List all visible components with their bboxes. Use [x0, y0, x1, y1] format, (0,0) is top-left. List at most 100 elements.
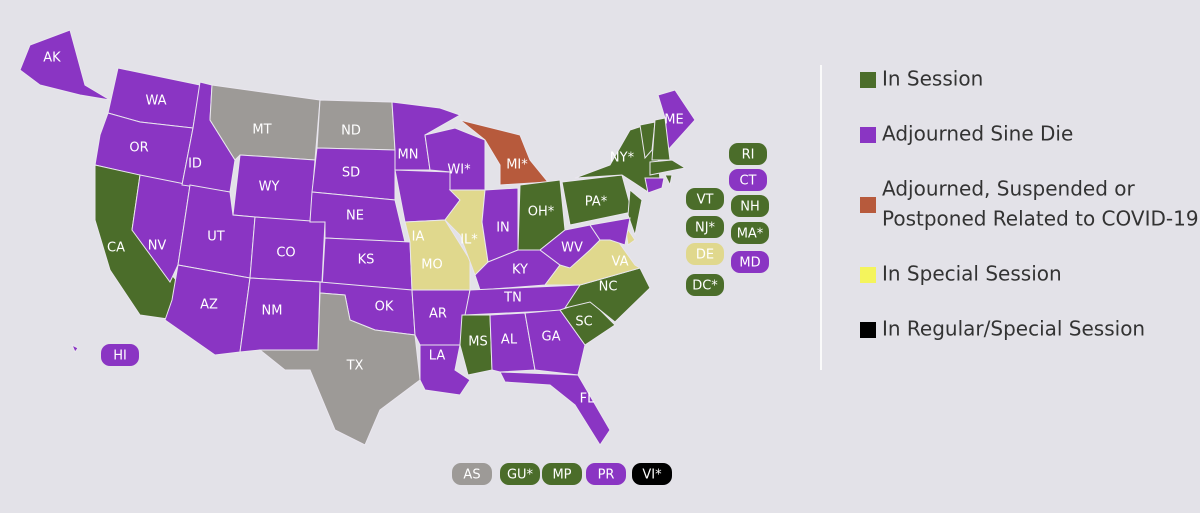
state-badge-label: MD — [739, 256, 760, 271]
state-shape — [19, 29, 111, 101]
state-shape — [649, 159, 687, 176]
state-badge-label: CT — [739, 174, 756, 189]
state-label: IA — [412, 230, 425, 245]
state-label: WA — [145, 94, 166, 109]
state-label: NV — [148, 239, 167, 254]
state-badge-label: NH — [740, 200, 760, 215]
state-label: WI* — [447, 163, 471, 178]
state-shape — [258, 292, 421, 446]
state-badge-bg — [101, 344, 139, 366]
state-label: NE — [346, 209, 364, 224]
state-shape — [644, 177, 665, 194]
state-label: KY — [512, 263, 528, 278]
state-label: SC — [575, 315, 592, 330]
legend-label: In Special Session — [882, 262, 1062, 286]
state-label: FL — [580, 392, 595, 407]
state-label: TX — [346, 359, 364, 374]
state-badge-bg — [731, 251, 769, 273]
state-shape — [459, 314, 493, 376]
legend-swatch — [860, 322, 876, 338]
state-label: CA — [107, 241, 125, 256]
legend-label: Adjourned, Suspended or — [882, 177, 1136, 201]
state-shape — [131, 174, 191, 283]
state-shape — [499, 371, 611, 446]
state-badge-label: RI — [742, 148, 755, 163]
state-label: OR — [129, 141, 148, 156]
state-label: AK — [43, 51, 61, 66]
state-label: IN — [496, 221, 510, 236]
state-label: UT — [207, 230, 225, 245]
state-badge-bg — [686, 188, 724, 210]
state-badge-bg — [686, 243, 724, 265]
state-label: CO — [276, 246, 295, 261]
state-badge-bg — [729, 169, 767, 191]
state-badge-label: DC* — [692, 279, 718, 294]
state-badge-bg — [731, 195, 769, 217]
state-badge-label: HI — [113, 349, 127, 364]
territory-badge-bg — [586, 463, 626, 485]
territory-badge-bg — [500, 463, 540, 485]
state-label: ID — [188, 157, 202, 172]
state-label: OH* — [528, 205, 555, 220]
legend-label: In Regular/Special Session — [882, 317, 1145, 341]
state-label: PA* — [585, 195, 608, 210]
state-badge-bg — [686, 216, 724, 238]
state-label: MO — [421, 258, 442, 273]
territory-badge-label: MP — [552, 468, 571, 483]
legend-swatch — [860, 197, 876, 213]
state-label: GA — [542, 330, 561, 345]
state-label: OK — [375, 300, 394, 315]
state-shape — [627, 188, 643, 237]
state-badge-label: VT — [697, 193, 714, 208]
state-label: MI* — [506, 158, 528, 173]
state-shape — [71, 343, 79, 353]
state-label: VA — [612, 255, 629, 270]
state-label: AR — [429, 307, 447, 322]
legend-swatch — [860, 267, 876, 283]
territory-badge-label: GU* — [507, 468, 534, 483]
state-badge-label: MA* — [737, 227, 764, 242]
state-shapes — [19, 29, 696, 446]
state-label: SD — [342, 166, 360, 181]
state-shape — [489, 312, 536, 373]
state-label: NC — [599, 280, 618, 295]
state-shape — [589, 217, 631, 246]
state-label: ME — [664, 113, 683, 128]
state-label: AZ — [200, 298, 218, 313]
state-shape — [639, 121, 656, 160]
state-label: MN — [398, 148, 419, 163]
state-label: WV — [561, 241, 583, 256]
territory-badge-label: AS — [463, 468, 480, 483]
state-label: AL — [501, 333, 518, 348]
state-badge-bg — [729, 143, 767, 165]
state-badge-label: NJ* — [695, 221, 716, 236]
state-label: TN — [503, 291, 522, 306]
territory-badge-label: VI* — [642, 468, 662, 483]
state-shape — [419, 344, 471, 396]
legend-label: Adjourned Sine Die — [882, 122, 1073, 146]
state-label: NY* — [610, 151, 635, 166]
state-label: MT — [252, 123, 271, 138]
state-label: NM — [262, 304, 283, 319]
state-label: KS — [358, 253, 375, 268]
state-label: WY — [259, 180, 280, 195]
state-shape — [524, 309, 586, 376]
state-label: ND — [341, 124, 361, 139]
territory-badge-label: PR — [598, 468, 615, 483]
legend-label: In Session — [882, 67, 983, 91]
territory-badge-bg — [452, 463, 492, 485]
state-label: IL* — [460, 233, 478, 248]
state-shape — [664, 174, 673, 187]
state-badge-bg — [731, 222, 769, 244]
territory-badge-bg — [542, 463, 582, 485]
state-shape — [459, 119, 550, 186]
state-label: MS — [468, 335, 487, 350]
legend-swatch — [860, 127, 876, 143]
legend-swatch — [860, 72, 876, 88]
map-labels: AK WA OR CA NV ID MT WY UT CO AZ NM ND SD NE KS OK TX MN IA… — [43, 51, 683, 407]
territory-badge-bg — [632, 463, 672, 485]
state-label: LA — [429, 349, 446, 364]
legend-label: Postponed Related to COVID-19 — [882, 207, 1199, 231]
state-badge-label: DE — [696, 248, 714, 263]
